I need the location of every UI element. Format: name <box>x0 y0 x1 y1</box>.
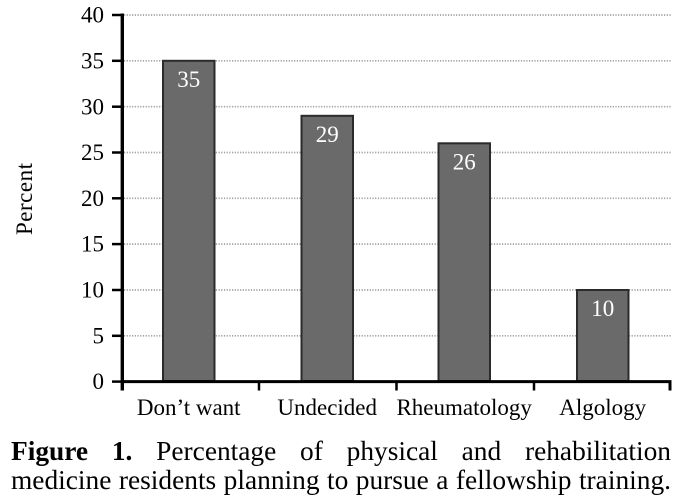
svg-text:Algology: Algology <box>559 395 646 420</box>
svg-text:Percent: Percent <box>12 162 37 235</box>
svg-text:30: 30 <box>81 94 104 119</box>
svg-text:40: 40 <box>81 3 104 28</box>
svg-text:10: 10 <box>591 296 614 321</box>
svg-text:26: 26 <box>453 149 476 174</box>
svg-text:29: 29 <box>316 122 339 147</box>
svg-text:5: 5 <box>93 323 105 348</box>
svg-text:35: 35 <box>177 67 200 92</box>
svg-text:20: 20 <box>81 186 104 211</box>
svg-text:35: 35 <box>81 48 104 73</box>
svg-text:0: 0 <box>93 369 105 394</box>
svg-text:10: 10 <box>81 278 104 303</box>
svg-text:15: 15 <box>81 232 104 257</box>
svg-text:Rheumatology: Rheumatology <box>396 395 532 420</box>
svg-text:25: 25 <box>81 140 104 165</box>
svg-text:Undecided: Undecided <box>277 395 377 420</box>
svg-text:Don’t want: Don’t want <box>137 395 241 420</box>
